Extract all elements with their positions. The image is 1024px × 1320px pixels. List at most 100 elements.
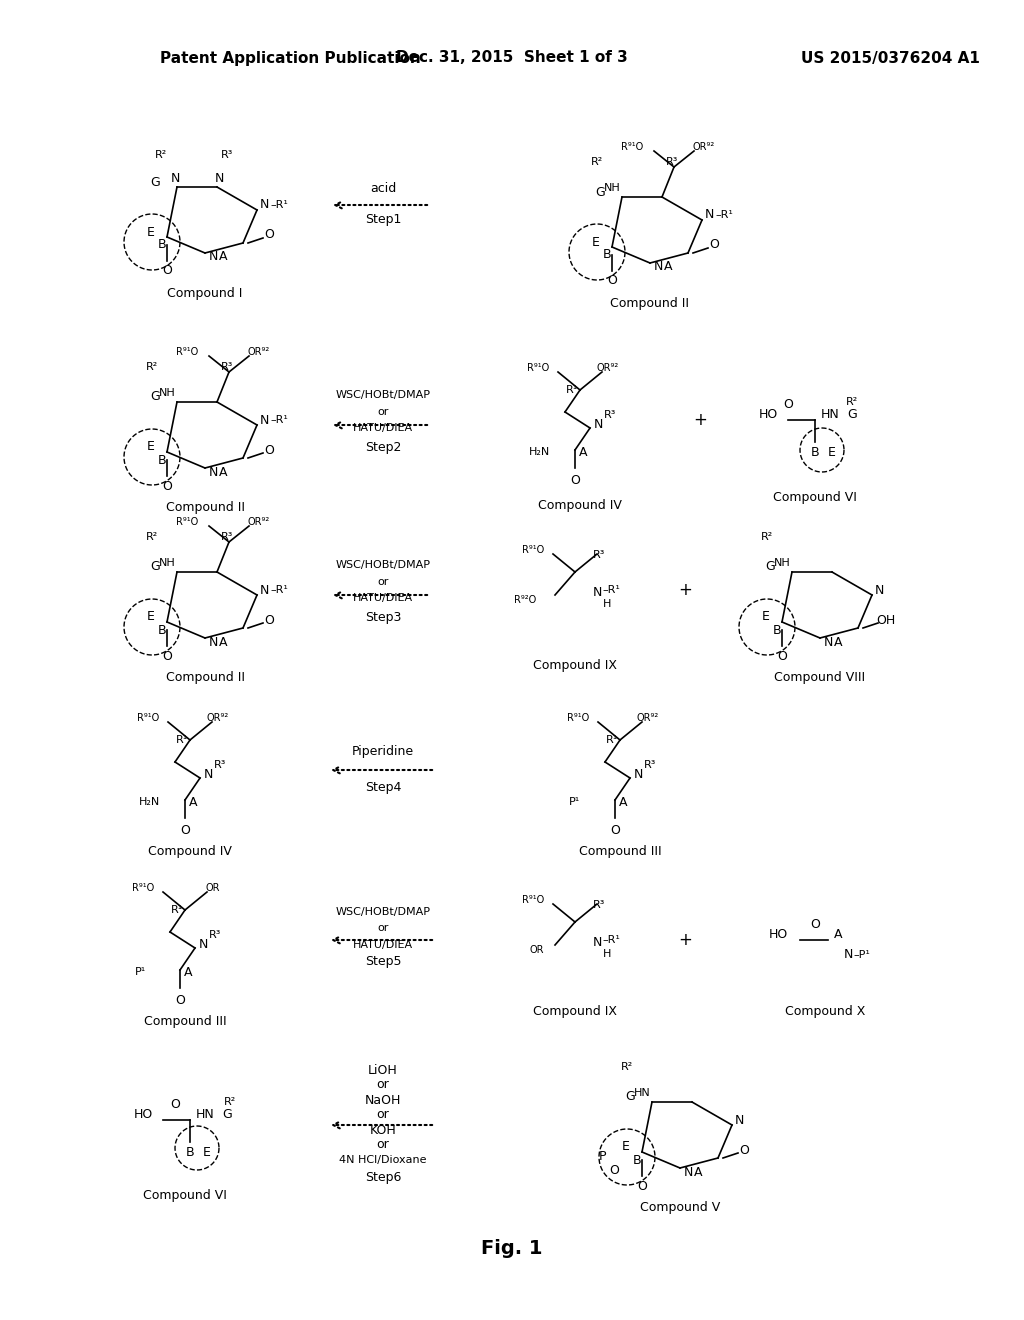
Text: Compound III: Compound III	[579, 846, 662, 858]
Text: N: N	[170, 172, 179, 185]
Text: HATU/DIEA: HATU/DIEA	[353, 940, 413, 950]
Text: E: E	[592, 235, 600, 248]
Text: O: O	[175, 994, 185, 1006]
Text: R¹: R¹	[176, 735, 188, 744]
Text: OR⁹²: OR⁹²	[248, 347, 270, 356]
Text: R⁹¹O: R⁹¹O	[176, 347, 198, 356]
Text: –R¹: –R¹	[715, 210, 733, 220]
Text: N: N	[593, 418, 603, 432]
Text: O: O	[810, 919, 820, 932]
Text: or: or	[377, 1109, 389, 1122]
Text: HO: HO	[759, 408, 777, 421]
Text: O: O	[162, 649, 172, 663]
Text: Step4: Step4	[365, 781, 401, 795]
Text: N: N	[653, 260, 663, 273]
Text: WSC/HOBt/DMAP: WSC/HOBt/DMAP	[336, 560, 430, 570]
Text: WSC/HOBt/DMAP: WSC/HOBt/DMAP	[336, 907, 430, 917]
Text: R³: R³	[221, 150, 233, 160]
Text: N: N	[259, 198, 268, 211]
Text: OR⁹²: OR⁹²	[637, 713, 659, 723]
Text: R²: R²	[846, 397, 858, 407]
Text: N: N	[259, 413, 268, 426]
Text: O: O	[264, 228, 274, 242]
Text: R³: R³	[644, 760, 656, 770]
Text: Compound IV: Compound IV	[538, 499, 622, 511]
Text: OR: OR	[206, 883, 220, 894]
Text: R²: R²	[145, 532, 158, 543]
Text: R⁹¹O: R⁹¹O	[176, 517, 198, 527]
Text: HN: HN	[634, 1088, 650, 1098]
Text: R³: R³	[666, 157, 678, 168]
Text: B: B	[158, 623, 166, 636]
Text: O: O	[162, 479, 172, 492]
Text: R⁹¹O: R⁹¹O	[621, 143, 643, 152]
Text: +: +	[693, 411, 707, 429]
Text: R³: R³	[593, 900, 605, 909]
Text: R³: R³	[214, 760, 226, 770]
Text: Step5: Step5	[365, 956, 401, 969]
Text: O: O	[783, 399, 793, 412]
Text: Piperidine: Piperidine	[352, 746, 414, 759]
Text: Step2: Step2	[365, 441, 401, 454]
Text: Patent Application Publication: Patent Application Publication	[160, 50, 421, 66]
Text: –R¹: –R¹	[602, 935, 620, 945]
Text: OR⁹²: OR⁹²	[248, 517, 270, 527]
Text: HO: HO	[768, 928, 787, 941]
Text: G: G	[625, 1090, 635, 1104]
Text: A: A	[618, 796, 628, 808]
Text: NaOH: NaOH	[365, 1093, 401, 1106]
Text: or: or	[377, 407, 389, 417]
Text: O: O	[739, 1143, 749, 1156]
Text: Compound VI: Compound VI	[143, 1188, 227, 1201]
Text: NH: NH	[603, 183, 621, 193]
Text: Compound II: Compound II	[166, 502, 245, 515]
Text: HATU/DIEA: HATU/DIEA	[353, 422, 413, 433]
Text: N: N	[633, 768, 643, 781]
Text: OH: OH	[877, 614, 896, 627]
Text: A: A	[579, 446, 587, 458]
Text: Dec. 31, 2015  Sheet 1 of 3: Dec. 31, 2015 Sheet 1 of 3	[396, 50, 628, 66]
Text: E: E	[147, 610, 155, 623]
Text: B: B	[811, 446, 819, 458]
Text: LiOH: LiOH	[368, 1064, 398, 1077]
Text: –P¹: –P¹	[854, 950, 870, 960]
Text: NH: NH	[773, 558, 791, 568]
Text: R⁹¹O: R⁹¹O	[527, 363, 549, 374]
Text: E: E	[622, 1140, 630, 1154]
Text: B: B	[603, 248, 611, 261]
Text: E: E	[147, 441, 155, 454]
Text: N: N	[208, 466, 218, 479]
Text: N: N	[208, 251, 218, 264]
Text: KOH: KOH	[370, 1123, 396, 1137]
Text: B: B	[158, 239, 166, 252]
Text: OR⁹²: OR⁹²	[693, 143, 715, 152]
Text: A: A	[664, 260, 672, 273]
Text: O: O	[637, 1180, 647, 1192]
Text: +: +	[678, 581, 692, 599]
Text: Compound VIII: Compound VIII	[774, 672, 865, 685]
Text: G: G	[151, 391, 160, 404]
Text: O: O	[609, 1163, 618, 1176]
Text: R⁹¹O: R⁹¹O	[567, 713, 589, 723]
Text: R³: R³	[221, 362, 233, 372]
Text: N: N	[705, 209, 714, 222]
Text: H: H	[603, 949, 611, 960]
Text: O: O	[180, 824, 189, 837]
Text: N: N	[844, 949, 853, 961]
Text: E: E	[147, 226, 155, 239]
Text: R¹: R¹	[606, 735, 618, 744]
Text: or: or	[377, 577, 389, 587]
Text: Compound VI: Compound VI	[773, 491, 857, 504]
Text: A: A	[219, 251, 227, 264]
Text: B: B	[185, 1146, 195, 1159]
Text: G: G	[151, 561, 160, 573]
Text: B: B	[633, 1154, 641, 1167]
Text: R²: R²	[621, 1063, 633, 1072]
Text: R³: R³	[604, 411, 616, 420]
Text: N: N	[874, 583, 884, 597]
Text: O: O	[607, 275, 616, 288]
Text: or: or	[377, 923, 389, 933]
Text: Step6: Step6	[365, 1172, 401, 1184]
Text: G: G	[765, 561, 775, 573]
Text: O: O	[162, 264, 172, 277]
